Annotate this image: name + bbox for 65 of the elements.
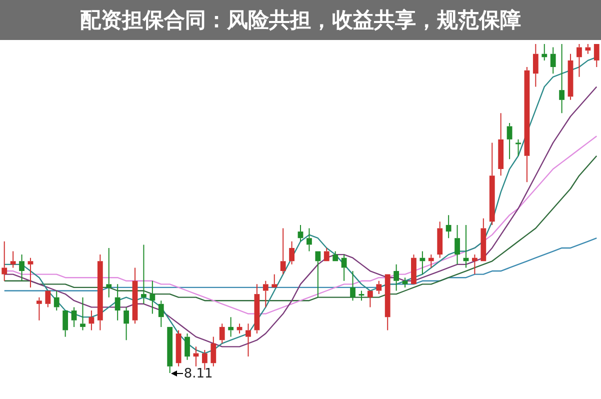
candlestick [532,44,538,88]
candlestick [437,221,443,258]
candlestick [489,142,495,226]
candlestick [272,274,278,288]
candlestick [550,46,556,74]
candlestick [280,228,286,275]
candlestick [420,250,426,275]
candlestick [210,336,216,367]
candlestick [384,274,390,331]
candlestick [228,316,234,338]
candlestick [184,333,190,360]
candlestick [358,290,364,302]
candlestick [141,244,146,304]
candlestick [542,44,548,61]
candlestick [254,284,260,334]
candlestick [45,290,51,308]
candlestick [10,250,16,268]
candlestick [62,310,68,338]
annotation: 8.11 [184,366,213,382]
candlestick [289,240,294,265]
candlestick [411,254,416,284]
candlestick [97,254,103,331]
candlestick [576,44,582,78]
candlestick [315,251,321,298]
candlestick [219,323,225,344]
candlestick [394,264,400,292]
candlestick [516,138,521,156]
candlestick [568,53,574,100]
candlestick [158,300,164,328]
candlestick [36,296,42,321]
candlestick [54,290,60,311]
candlestick [132,267,138,324]
candlestick [480,218,486,262]
candlestick [594,44,600,68]
candlestick [428,254,434,268]
candlestick [88,310,94,331]
candlestick [524,66,530,183]
candlestick [306,228,312,252]
candlestick [376,280,382,295]
candlestick [472,254,478,275]
candlestick [350,270,356,302]
candlestick [106,247,112,298]
candlestick [332,250,338,262]
chart-title: 配资担保合同：风险共担，收益共享，规范保障 [0,0,601,40]
candlestick [80,296,86,331]
candlestick [298,224,304,242]
candlestick [167,326,173,374]
candlestick [114,284,120,321]
candlestick [28,257,34,288]
candlestick [150,280,156,314]
candlestick [341,254,347,282]
candlestick [246,323,251,358]
candlestick [446,214,452,239]
candlestick [2,240,8,282]
candlestick [506,122,512,160]
candlestick [454,224,460,265]
candlestick [176,330,182,367]
candlestick [585,44,591,54]
candlestick [324,247,330,262]
candlestick [262,280,268,308]
candlestick [71,306,77,328]
candlestick [19,254,24,282]
candlestick [498,112,504,176]
candlestick [124,306,129,341]
candlestick [559,44,565,114]
